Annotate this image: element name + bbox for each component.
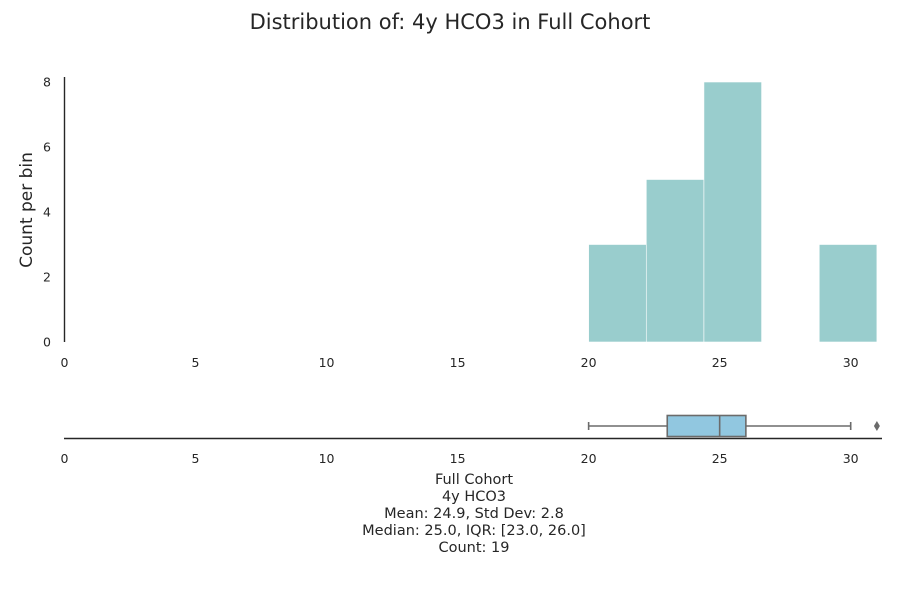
x-tick-label: 20 bbox=[581, 355, 597, 370]
boxplot bbox=[587, 414, 880, 438]
caption-line: Count: 19 bbox=[438, 540, 509, 556]
x-tick-label: 30 bbox=[843, 355, 859, 370]
caption-line: Full Cohort bbox=[435, 472, 513, 488]
x-tick-label: 0 bbox=[61, 355, 69, 370]
boxplot-x-tick-label: 0 bbox=[61, 451, 69, 466]
caption-line: 4y HCO3 bbox=[442, 489, 506, 505]
boxplot-outlier bbox=[873, 421, 880, 431]
histogram-bar bbox=[645, 179, 705, 343]
boxplot-x-tick-labels: 0 5 10 15 20 25 30 bbox=[61, 451, 859, 466]
y-tick-label: 4 bbox=[43, 205, 51, 220]
x-tick-label: 5 bbox=[192, 355, 200, 370]
boxplot-x-tick-label: 30 bbox=[843, 451, 859, 466]
x-tick-label: 25 bbox=[712, 355, 728, 370]
boxplot-x-tick-label: 10 bbox=[319, 451, 335, 466]
caption-line: Median: 25.0, IQR: [23.0, 26.0] bbox=[362, 523, 586, 539]
x-tick-labels: 0 5 10 15 20 25 30 bbox=[61, 355, 859, 370]
boxplot-box bbox=[666, 414, 747, 438]
y-tick-labels: 0 2 4 6 8 bbox=[43, 75, 51, 350]
histogram-bars bbox=[588, 81, 878, 343]
histogram-bar bbox=[588, 244, 647, 343]
y-tick-label: 2 bbox=[43, 270, 51, 285]
histogram-bar bbox=[818, 244, 878, 343]
x-tick-label: 15 bbox=[450, 355, 466, 370]
y-tick-label: 0 bbox=[43, 335, 51, 350]
boxplot-x-tick-label: 25 bbox=[712, 451, 728, 466]
x-tick-label: 10 bbox=[319, 355, 335, 370]
y-tick-label: 8 bbox=[43, 75, 51, 90]
histogram-bar bbox=[703, 81, 762, 343]
boxplot-x-tick-label: 15 bbox=[450, 451, 466, 466]
y-axis-label: Count per bin bbox=[17, 152, 37, 268]
boxplot-x-tick-label: 20 bbox=[581, 451, 597, 466]
caption-line: Mean: 24.9, Std Dev: 2.8 bbox=[384, 506, 564, 522]
y-tick-label: 6 bbox=[43, 140, 51, 155]
chart-title: Distribution of: 4y HCO3 in Full Cohort bbox=[250, 10, 651, 34]
summary-caption: Full Cohort 4y HCO3 Mean: 24.9, Std Dev:… bbox=[362, 472, 586, 556]
boxplot-x-tick-label: 5 bbox=[192, 451, 200, 466]
